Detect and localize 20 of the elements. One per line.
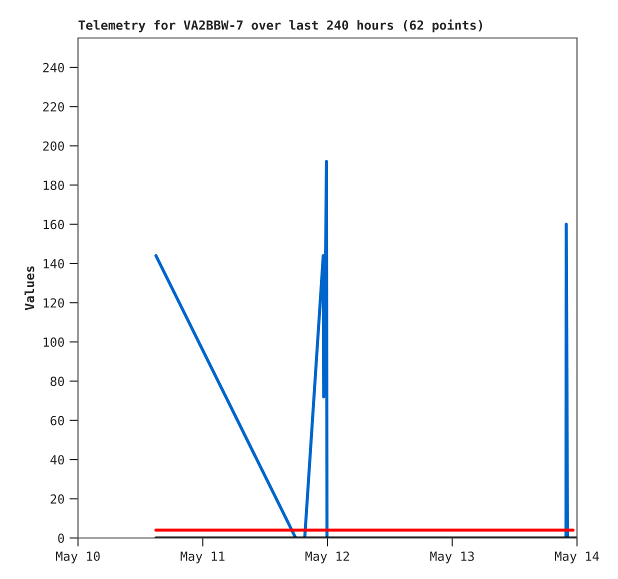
x-tick-label: May 13 [430, 551, 474, 564]
y-tick-label: 160 [44, 220, 64, 230]
y-tick-label: 200 [43, 141, 64, 151]
y-axis-title: Values [24, 266, 34, 310]
x-tick-label: May 10 [56, 551, 100, 564]
y-tick-label: 180 [44, 180, 64, 190]
chart-title: Telemetry for VA2BBW-7 over last 240 hours (62 points) [78, 20, 482, 32]
y-tick-label: 60 [50, 416, 64, 426]
y-tick-label: 0 [58, 534, 64, 543]
x-tick-label: May 11 [180, 552, 224, 564]
x-tick-label: May 12 [305, 551, 350, 564]
y-tick-label: 140 [44, 258, 64, 268]
y-tick-label: 120 [44, 298, 64, 308]
y-tick-label: 240 [43, 62, 64, 72]
y-tick-label: 80 [50, 376, 64, 386]
x-tick-label: May 14 [554, 552, 599, 564]
y-tick-label: 220 [43, 102, 64, 112]
y-tick-label: 20 [50, 494, 64, 504]
y-tick-label: 100 [44, 337, 64, 347]
y-tick-label: 40 [50, 455, 64, 465]
